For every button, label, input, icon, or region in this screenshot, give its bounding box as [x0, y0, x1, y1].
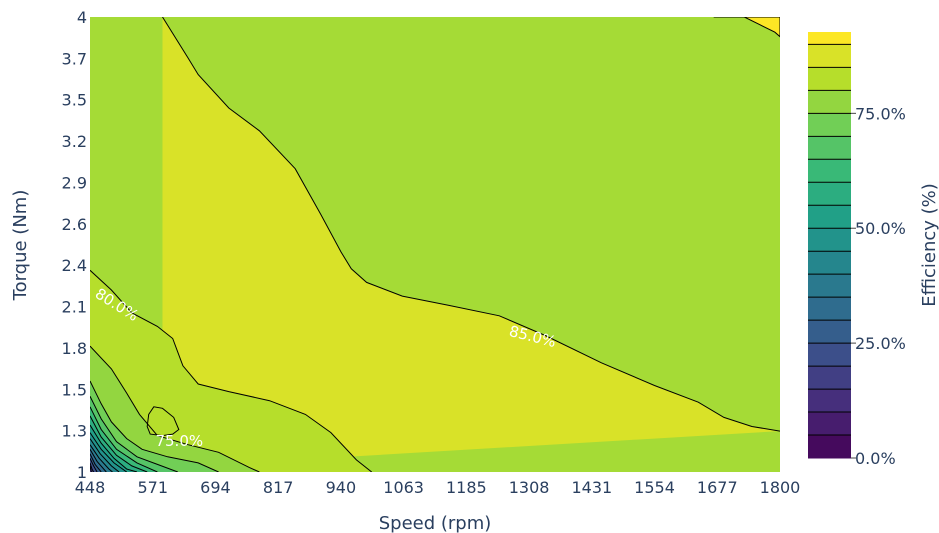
colorbar-band [808, 435, 851, 459]
colorbar-band [808, 44, 851, 68]
x-tick-label: 448 [75, 478, 106, 497]
y-axis-ticks: 1 1.3 1.5 1.8 2.1 2.4 2.6 2.9 3.2 3.5 3.7 4 [62, 8, 87, 482]
colorbar-band [808, 113, 851, 137]
contour-line-15 [90, 465, 92, 472]
contour-line-80 [146, 406, 180, 437]
colorbar-title: Efficiency (%) [919, 183, 939, 307]
contour-line-25 [90, 458, 98, 472]
colorbar-band [808, 389, 851, 413]
contour-fill-band [90, 346, 260, 472]
contour-line-55 [90, 424, 138, 472]
colorbar-tick-label: 25.0% [855, 334, 906, 353]
contour-fill-peak [713, 17, 780, 37]
contour-line-80 [90, 345, 260, 472]
x-tick-label: 1308 [509, 478, 550, 497]
colorbar-band [808, 366, 851, 390]
contour-line-70 [90, 395, 178, 472]
colorbar-band [808, 90, 851, 114]
x-tick-label: 1554 [634, 478, 675, 497]
colorbar-band [808, 320, 851, 344]
contour-line-30 [90, 453, 102, 472]
contour-fill-band [90, 17, 780, 472]
x-tick-label: 940 [326, 478, 357, 497]
x-tick-label: 1431 [571, 478, 612, 497]
x-tick-label: 817 [263, 478, 294, 497]
x-tick-label: 1800 [760, 478, 801, 497]
colorbar-band [808, 182, 851, 206]
contour-lines [90, 17, 780, 472]
colorbar-tick-label: 0.0% [855, 449, 896, 468]
contour-label: 75.0% [155, 432, 203, 450]
contour-fill-region [147, 406, 179, 436]
colorbar-band [808, 251, 851, 275]
contour-line-60 [90, 415, 148, 472]
contour-line-45 [90, 438, 120, 472]
contour-line-50 [90, 432, 127, 472]
y-tick-label: 3.7 [62, 49, 87, 68]
contour-line-20 [90, 462, 95, 472]
y-tick-label: 1.8 [62, 339, 87, 358]
y-tick-label: 2.9 [62, 173, 87, 192]
colorbar-ticks: 0.0% 25.0% 50.0% 75.0% [851, 104, 906, 468]
colorbar-tick-label: 75.0% [855, 104, 906, 123]
x-tick-label: 1063 [383, 478, 424, 497]
contour-line-35 [90, 449, 107, 472]
colorbar-tick-label: 50.0% [855, 219, 906, 238]
y-tick-label: 2.4 [62, 256, 87, 275]
colorbar [808, 32, 851, 459]
colorbar-band [808, 274, 851, 298]
x-tick-label: 571 [137, 478, 168, 497]
y-axis-title: Torque (Nm) [10, 190, 31, 302]
contour-fill-band [90, 465, 92, 472]
colorbar-band [808, 297, 851, 321]
y-tick-label: 1 [77, 463, 87, 482]
contour-line-75 [90, 380, 219, 472]
colorbar-band [808, 32, 851, 45]
x-axis-ticks: 448 571 694 817 940 1063 1185 1308 1431 1554 1677 1… [75, 478, 801, 497]
colorbar-band [808, 67, 851, 91]
x-tick-label: 1185 [446, 478, 487, 497]
colorbar-band [808, 159, 851, 183]
y-tick-label: 2.6 [62, 215, 87, 234]
contour-line-85 [90, 269, 373, 472]
y-tick-label: 1.3 [62, 422, 87, 441]
colorbar-band [808, 228, 851, 252]
colorbar-band [808, 205, 851, 229]
contour-line-65 [90, 406, 158, 472]
contour-line-95 [713, 17, 780, 38]
colorbar-band [808, 136, 851, 160]
y-tick-label: 4 [77, 8, 87, 27]
y-tick-label: 3.5 [62, 91, 87, 110]
contour-line-40 [90, 444, 113, 472]
colorbar-band [808, 343, 851, 367]
contour-line-90 [162, 17, 780, 432]
y-tick-label: 2.1 [62, 298, 87, 317]
plot-area [90, 17, 780, 472]
y-tick-label: 3.2 [62, 132, 87, 151]
colorbar-band [808, 412, 851, 436]
x-axis-title: Speed (rpm) [379, 513, 492, 533]
x-tick-label: 1677 [697, 478, 738, 497]
x-tick-label: 694 [200, 478, 231, 497]
y-tick-label: 1.5 [62, 380, 87, 399]
